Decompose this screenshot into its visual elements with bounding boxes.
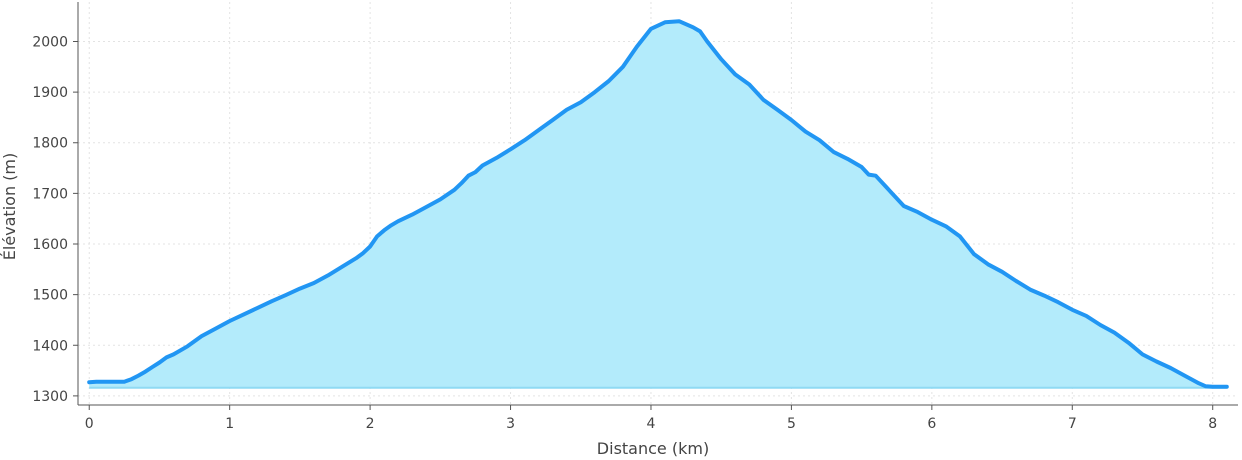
y-tick-label: 2000 bbox=[32, 34, 68, 50]
x-tick-label: 5 bbox=[787, 416, 796, 432]
x-tick-label: 1 bbox=[225, 416, 234, 432]
y-tick-label: 1300 bbox=[32, 389, 68, 405]
x-tick-label: 2 bbox=[366, 416, 375, 432]
x-tick-label: 0 bbox=[85, 416, 94, 432]
y-axis-title: Élévation (m) bbox=[0, 153, 19, 260]
y-tick-label: 1900 bbox=[32, 85, 68, 101]
y-tick-label: 1600 bbox=[32, 237, 68, 253]
y-tick-label: 1700 bbox=[32, 186, 68, 202]
plot-area bbox=[87, 19, 1229, 389]
elevation-line bbox=[87, 19, 1229, 389]
x-axis-title: Distance (km) bbox=[597, 439, 709, 458]
x-tick-label: 7 bbox=[1068, 416, 1077, 432]
x-tick-label: 6 bbox=[927, 416, 936, 432]
x-tick-label: 3 bbox=[506, 416, 515, 432]
tick-labels: 0 1 2 3 4 5 6 7 8 1300 1400 1500 1600 1700 1800 1900 200… bbox=[32, 34, 1217, 432]
y-tick-label: 1800 bbox=[32, 136, 68, 152]
y-tick-label: 1400 bbox=[32, 338, 68, 354]
elevation-area-fill bbox=[89, 21, 1227, 388]
y-tick-label: 1500 bbox=[32, 288, 68, 304]
x-tick-label: 8 bbox=[1208, 416, 1217, 432]
axes bbox=[73, 2, 1238, 410]
x-tick-label: 4 bbox=[647, 416, 656, 432]
